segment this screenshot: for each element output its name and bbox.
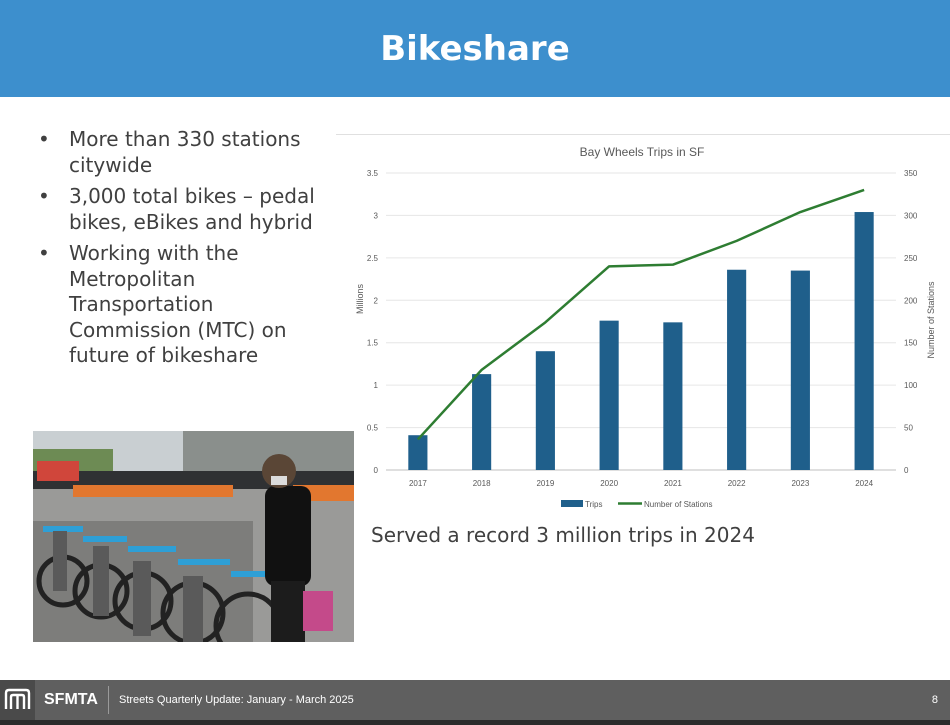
bullet-dot-icon: • [38,241,50,265]
bullet-text: More than 330 stations citywide [69,127,301,177]
chart-title: Bay Wheels Trips in SF [580,145,705,159]
bullet-list: • More than 330 stations citywide • 3,000 … [38,127,338,375]
y-tick-label: 2.5 [367,254,379,263]
footer-strip [0,720,950,725]
y-tick-label: 0 [374,466,379,475]
trips-bar [535,351,555,470]
chart-caption: Served a record 3 million trips in 2024 [371,523,755,547]
footer-bar: SFMTA Streets Quarterly Update: January … [0,680,950,720]
trips-bar [599,320,619,470]
trips-bar [663,322,683,470]
bar-series [408,212,874,470]
x-tick-label: 2020 [600,479,618,488]
legend-label-trips: Trips [585,500,602,509]
y-axis-title: Millions [355,284,365,315]
y2-tick-label: 0 [904,466,909,475]
y-tick-label: 3.5 [367,169,379,178]
y2-tick-label: 50 [904,424,913,433]
chart-canvas: Bay Wheels Trips in SF 00.511.522.533.50… [336,134,950,509]
sfmta-logo-icon [0,680,35,720]
y2-tick-label: 250 [904,254,918,263]
bullet-text: Working with the Metropolitan Transporta… [69,241,287,367]
trips-bar [790,270,810,470]
x-tick-label: 2022 [728,479,746,488]
trips-bar [854,212,874,470]
y-tick-label: 3 [374,211,379,220]
y-tick-label: 1.5 [367,339,379,348]
bullet-dot-icon: • [38,127,50,151]
bullet-item: • 3,000 total bikes – pedal bikes, eBikes… [38,184,338,235]
footer-text: Streets Quarterly Update: January - Marc… [119,694,354,706]
y2-tick-label: 300 [904,211,918,220]
y2-tick-label: 100 [904,381,918,390]
slide-title: Bikeshare [380,29,570,69]
chart-legend: Trips Number of Stations [561,500,712,509]
x-tick-label: 2021 [664,479,682,488]
x-tick-label: 2023 [791,479,809,488]
x-tick-label: 2024 [855,479,873,488]
bullet-item: • Working with the Metropolitan Transport… [38,241,338,369]
axis-labels: 0 0.5 1 1.5 2 2.5 3 3.5 0 50 100 150 200 250 300 350 201… [367,169,918,488]
trips-bar [472,374,492,470]
page-number: 8 [931,694,938,706]
line-series [416,188,865,441]
bullet-text: 3,000 total bikes – pedal bikes, eBikes … [69,184,315,234]
y-tick-label: 1 [374,381,379,390]
gridlines [386,172,896,471]
y2-axis-title: Number of Stations [926,281,936,359]
footer-divider [108,686,109,714]
slide-header: Bikeshare [0,0,950,97]
y-tick-label: 2 [374,296,379,305]
trips-bar [408,435,428,470]
bullet-dot-icon: • [38,184,50,208]
legend-swatch-trips [561,500,583,507]
x-tick-label: 2018 [473,479,491,488]
stations-line [416,188,865,441]
y-tick-label: 0.5 [367,424,379,433]
bikeshare-photo [33,431,354,642]
x-tick-label: 2017 [409,479,427,488]
y2-tick-label: 350 [904,169,918,178]
bullet-item: • More than 330 stations citywide [38,127,338,178]
bay-wheels-chart: Bay Wheels Trips in SF 0 0.5 1 1.5 2 2.5 3 3.5 0… [336,134,950,516]
legend-label-stations: Number of Stations [644,500,712,509]
trips-bar [727,269,747,470]
y2-tick-label: 150 [904,339,918,348]
y2-tick-label: 200 [904,296,918,305]
footer-brand: SFMTA [44,691,98,708]
x-tick-label: 2019 [536,479,554,488]
